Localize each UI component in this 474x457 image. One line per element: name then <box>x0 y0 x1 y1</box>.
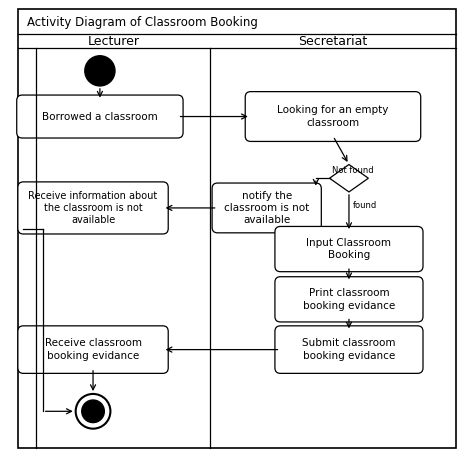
Text: Not found: Not found <box>332 165 374 175</box>
FancyBboxPatch shape <box>18 182 168 234</box>
Polygon shape <box>329 165 368 192</box>
Text: Submit classroom
booking evidance: Submit classroom booking evidance <box>302 338 396 361</box>
FancyBboxPatch shape <box>275 226 423 271</box>
Text: Receive information about
the classroom is not
available: Receive information about the classroom … <box>28 191 158 225</box>
Text: Borrowed a classroom: Borrowed a classroom <box>42 112 158 122</box>
Text: Input Classroom
Booking: Input Classroom Booking <box>307 238 392 260</box>
Text: Activity Diagram of Classroom Booking: Activity Diagram of Classroom Booking <box>27 16 258 29</box>
Circle shape <box>76 394 110 429</box>
Text: found: found <box>353 201 377 210</box>
Text: Print classroom
booking evidance: Print classroom booking evidance <box>303 288 395 311</box>
FancyBboxPatch shape <box>245 92 421 142</box>
FancyBboxPatch shape <box>18 326 168 373</box>
FancyBboxPatch shape <box>18 9 456 448</box>
FancyBboxPatch shape <box>275 326 423 373</box>
Text: Receive classroom
booking evidance: Receive classroom booking evidance <box>45 338 142 361</box>
Text: Looking for an empty
classroom: Looking for an empty classroom <box>277 105 389 128</box>
Text: notify the
classroom is not
available: notify the classroom is not available <box>224 191 310 225</box>
Circle shape <box>85 56 115 86</box>
Text: Lecturer: Lecturer <box>88 35 140 48</box>
Text: Secretariat: Secretariat <box>298 35 368 48</box>
FancyBboxPatch shape <box>275 277 423 322</box>
FancyBboxPatch shape <box>17 95 183 138</box>
FancyBboxPatch shape <box>212 183 321 233</box>
Circle shape <box>82 400 104 423</box>
